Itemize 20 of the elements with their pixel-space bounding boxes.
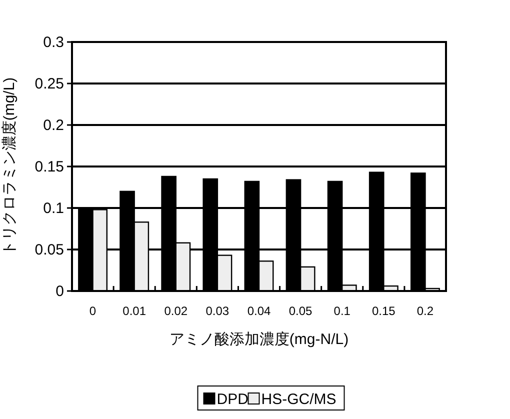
y-tick-label: 0 [56,283,64,300]
x-axis-title: アミノ酸添加濃度(mg-N/L) [169,331,349,348]
x-tick-label: 0.01 [122,304,146,318]
legend-label: HS-GC/MS [261,391,336,408]
x-tick-label: 0 [89,304,96,318]
y-tick-label: 0.2 [43,117,64,134]
y-tick-label: 0.05 [34,242,64,258]
x-tick-label: 0.02 [164,304,188,318]
x-tick-label: 0.15 [372,304,396,318]
x-tick-label: 0.04 [247,304,271,318]
y-axis-title: トリクロラミン濃度(mg/L) [1,77,18,256]
x-tick-label: 0.2 [416,304,434,318]
x-tick-label: 0.05 [288,304,313,318]
x-tick-label: 0.1 [334,304,351,318]
legend-label: DPD [216,391,249,408]
y-tick-label: 0.15 [34,158,64,176]
x-tick-label: 0.03 [206,304,230,318]
y-tick-label: 0.3 [43,34,64,51]
y-tick-label: 0.25 [34,76,64,92]
y-tick-label: 0.1 [43,200,64,217]
